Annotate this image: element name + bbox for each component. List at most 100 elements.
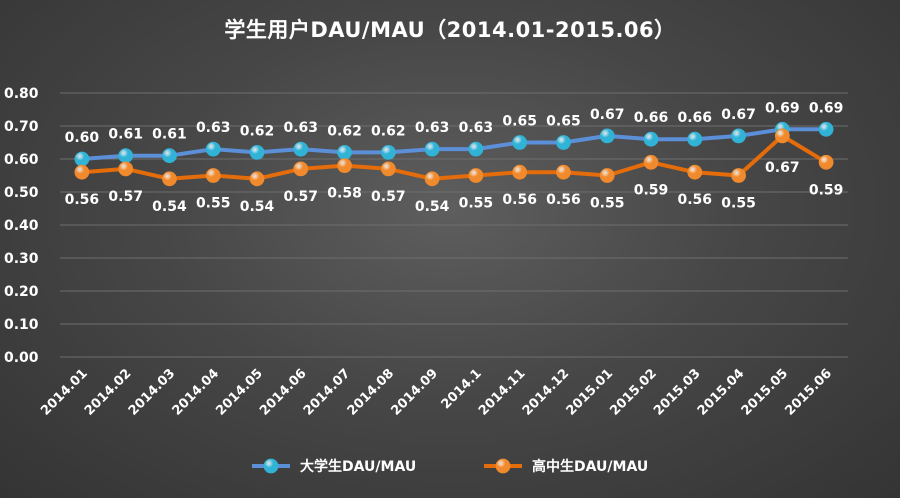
data-label: 0.63	[415, 120, 450, 136]
data-label: 0.55	[590, 196, 625, 212]
x-tick-label: 2014.03	[126, 366, 178, 418]
x-tick-label: 2015.02	[607, 366, 659, 418]
data-point	[424, 141, 440, 157]
y-tick-label: 0.20	[4, 284, 39, 300]
x-tick-label: 2015.01	[564, 366, 616, 418]
data-label: 0.59	[634, 182, 669, 198]
data-point	[249, 171, 265, 187]
x-tick-label: 2014.07	[301, 366, 353, 418]
data-label: 0.67	[721, 107, 756, 123]
legend-label: 高中生DAU/MAU	[532, 458, 648, 475]
data-label: 0.54	[240, 199, 275, 215]
data-point	[818, 121, 834, 137]
legend-marker	[263, 458, 279, 474]
data-point	[599, 128, 615, 144]
data-point	[74, 164, 90, 180]
x-tick-label: 2014.09	[388, 366, 440, 418]
data-label: 0.66	[634, 110, 669, 126]
data-label: 0.55	[459, 196, 494, 212]
data-label: 0.62	[327, 123, 362, 139]
data-point	[293, 161, 309, 177]
data-point	[205, 168, 221, 183]
data-point	[74, 151, 90, 167]
data-point	[599, 168, 615, 183]
data-label: 0.56	[502, 192, 537, 208]
data-label: 0.67	[590, 107, 625, 123]
data-label: 0.63	[196, 120, 231, 136]
chart-title: 学生用户DAU/MAU（2014.01-2015.06）	[224, 18, 676, 42]
x-tick-label: 2014.04	[170, 366, 222, 418]
y-tick-label: 0.60	[4, 152, 39, 168]
x-tick-label: 2015.05	[739, 366, 791, 418]
data-point	[380, 144, 396, 160]
data-point	[293, 141, 309, 157]
data-point	[162, 171, 177, 187]
data-point	[205, 141, 221, 157]
data-label: 0.59	[809, 182, 844, 198]
x-tick-label: 2014.02	[82, 366, 134, 418]
data-label: 0.57	[284, 189, 319, 205]
data-point	[731, 168, 746, 183]
data-point	[818, 154, 834, 170]
data-label: 0.67	[765, 160, 800, 176]
data-label: 0.69	[765, 100, 800, 116]
data-label: 0.56	[65, 192, 100, 208]
data-point	[556, 164, 571, 180]
data-point	[118, 148, 134, 164]
legend-marker	[495, 458, 511, 474]
data-label: 0.56	[546, 192, 581, 208]
data-point	[424, 171, 440, 187]
data-label: 0.60	[65, 130, 100, 146]
data-point	[468, 141, 484, 157]
data-label: 0.62	[240, 123, 275, 139]
x-tick-label: 2014.12	[520, 366, 572, 418]
x-tick-label: 2015.04	[695, 366, 747, 418]
x-tick-label: 2015.03	[651, 366, 703, 418]
data-label: 0.56	[678, 192, 713, 208]
data-label: 0.57	[371, 189, 406, 205]
y-tick-label: 0.80	[4, 86, 39, 102]
y-tick-label: 0.30	[4, 251, 39, 267]
data-point	[512, 135, 528, 150]
data-point	[556, 135, 571, 150]
data-point	[643, 154, 659, 170]
data-label: 0.54	[152, 199, 187, 215]
data-point	[249, 144, 265, 160]
x-tick-label: 2014.08	[345, 366, 397, 418]
data-label: 0.61	[108, 127, 143, 143]
data-point	[687, 164, 703, 180]
data-label: 0.57	[108, 189, 143, 205]
series-line-2	[81, 133, 828, 181]
data-label: 0.55	[196, 196, 231, 212]
data-point	[468, 168, 484, 183]
data-point	[380, 161, 396, 177]
y-tick-label: 0.10	[4, 317, 39, 333]
data-label: 0.66	[678, 110, 713, 126]
x-tick-label: 2015.06	[782, 366, 834, 418]
y-tick-label: 0.50	[4, 185, 39, 201]
data-label: 0.62	[371, 123, 406, 139]
y-tick-label: 0.70	[4, 119, 39, 135]
data-label: 0.65	[502, 114, 537, 130]
x-tick-label: 2014.06	[257, 366, 309, 418]
series-line-1	[81, 127, 827, 161]
x-tick-label: 2014.05	[213, 366, 265, 418]
data-point	[118, 161, 134, 177]
data-point	[512, 164, 528, 180]
y-tick-label: 0.40	[4, 218, 39, 234]
data-label: 0.63	[459, 120, 494, 136]
data-label: 0.58	[327, 186, 362, 202]
data-point	[774, 128, 790, 144]
data-label: 0.54	[415, 199, 450, 215]
legend-label: 大学生DAU/MAU	[300, 458, 416, 475]
data-label: 0.69	[809, 100, 844, 116]
data-point	[687, 131, 703, 147]
y-tick-label: 0.00	[4, 350, 39, 366]
data-label: 0.55	[721, 196, 756, 212]
data-label: 0.65	[546, 114, 581, 130]
data-label: 0.61	[152, 127, 187, 143]
data-point	[643, 131, 659, 147]
data-point	[162, 148, 177, 164]
